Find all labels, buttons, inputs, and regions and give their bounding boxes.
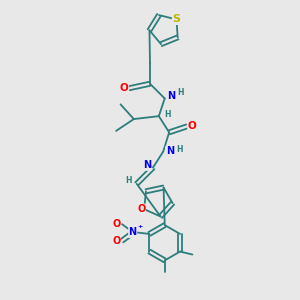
Text: +: + [137,224,142,229]
Text: O: O [112,236,120,246]
Text: H: H [176,146,183,154]
Text: H: H [125,176,132,185]
Text: O: O [188,122,197,131]
Text: H: H [164,110,170,119]
Text: N: N [129,227,137,237]
Text: N: N [143,160,151,170]
Text: H: H [178,88,184,97]
Text: O: O [120,83,128,93]
Text: S: S [172,14,181,24]
Text: N: N [167,91,175,100]
Text: O: O [137,204,145,214]
Text: O: O [112,219,120,229]
Text: N: N [166,146,174,157]
